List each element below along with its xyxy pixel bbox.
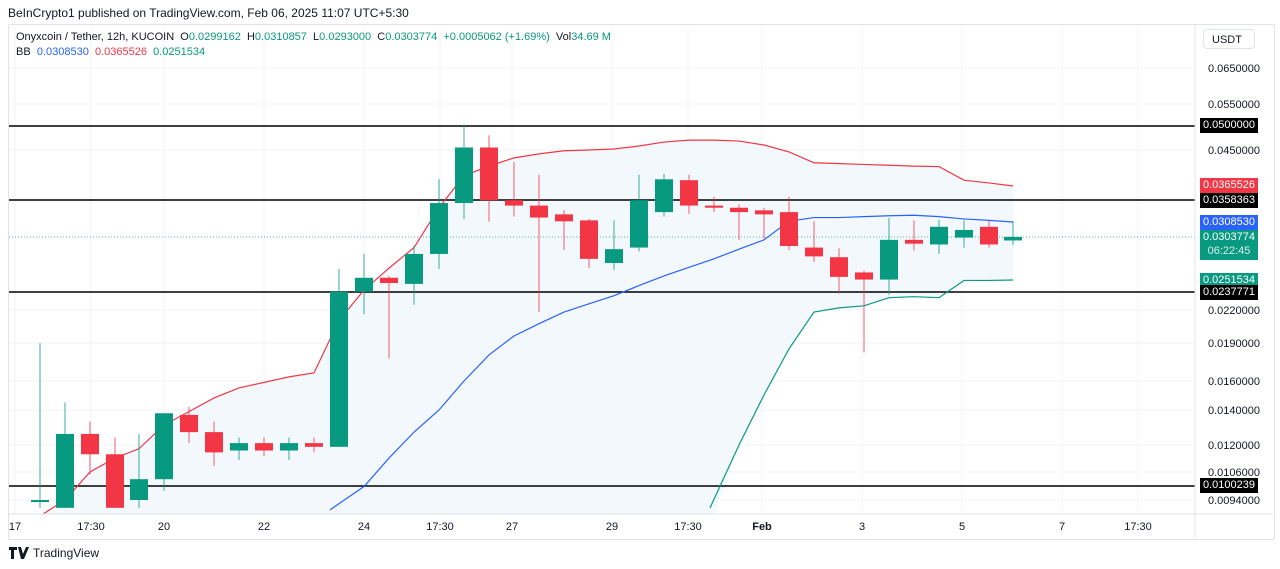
candle — [555, 214, 573, 222]
svg-text:0.0190000: 0.0190000 — [1208, 338, 1260, 350]
svg-text:0.0550000: 0.0550000 — [1208, 99, 1260, 111]
svg-text:0.0094000: 0.0094000 — [1208, 495, 1260, 507]
price-label-top-line: 0.0500000 — [1200, 118, 1258, 133]
svg-text:3: 3 — [859, 521, 865, 533]
candle — [730, 207, 748, 213]
candle — [205, 432, 223, 453]
bar-countdown: 06:22:45 — [1207, 245, 1251, 257]
candle — [380, 277, 398, 284]
candle — [130, 479, 148, 500]
svg-text:24: 24 — [358, 521, 370, 533]
candle — [330, 291, 348, 447]
candle — [280, 443, 298, 451]
candle — [580, 220, 598, 259]
candle — [255, 443, 273, 451]
price-label-bb-lower: 0.0251534 — [1200, 273, 1258, 288]
candle — [305, 443, 323, 447]
price-label-support: 0.0237771 — [1200, 285, 1258, 300]
svg-text:22: 22 — [258, 521, 270, 533]
symbol-name[interactable]: Onyxcoin / Tether, 12h, KUCOIN — [16, 31, 175, 43]
bb-lower-value: 0.0251534 — [153, 46, 206, 58]
high-value: 0.0310857 — [254, 31, 307, 43]
candle — [630, 200, 648, 248]
candle — [705, 205, 723, 208]
bb-basis-value: 0.0308530 — [36, 46, 89, 58]
candle — [505, 200, 523, 206]
candle — [1004, 236, 1022, 241]
svg-text:17:30: 17:30 — [674, 521, 702, 533]
svg-text:20: 20 — [158, 521, 170, 533]
candle — [355, 277, 373, 292]
candle — [230, 443, 248, 451]
svg-text:0.0160000: 0.0160000 — [1208, 376, 1260, 388]
candle — [930, 226, 948, 245]
price-label-last: 0.0303774 06:22:45 — [1200, 230, 1258, 260]
plot-area — [9, 26, 1195, 514]
svg-text:Feb: Feb — [752, 521, 772, 533]
svg-text:5: 5 — [959, 521, 965, 533]
svg-text:17:30: 17:30 — [77, 521, 105, 533]
candle — [680, 180, 698, 206]
price-label-bb-upper: 0.0365526 — [1200, 178, 1258, 193]
svg-text:0.0140000: 0.0140000 — [1208, 405, 1260, 417]
candle — [605, 249, 623, 264]
candle — [530, 205, 548, 218]
candle — [905, 239, 923, 244]
candle — [81, 433, 99, 455]
candle — [56, 433, 74, 508]
candle — [455, 147, 473, 204]
change-value: +0.0005062 (+1.69%) — [443, 31, 550, 43]
svg-text:0.0650000: 0.0650000 — [1208, 63, 1260, 75]
candle — [480, 147, 498, 201]
svg-text:29: 29 — [606, 521, 618, 533]
price-label-bottom-line: 0.0100239 — [1200, 478, 1258, 493]
publisher-caption: BeInCrypto1 published on TradingView.com… — [8, 6, 409, 20]
candle — [655, 179, 673, 213]
symbol-legend: Onyxcoin / Tether, 12h, KUCOIN O0.029916… — [16, 31, 611, 43]
svg-text:7: 7 — [1059, 521, 1065, 533]
candle — [155, 413, 173, 480]
price-label-resistance: 0.0358363 — [1200, 193, 1258, 208]
candle — [780, 212, 798, 247]
currency-selector[interactable]: USDT — [1203, 29, 1255, 49]
chart-frame — [8, 24, 1275, 540]
candle — [830, 257, 848, 277]
svg-text:17: 17 — [9, 521, 21, 533]
svg-text:0.0120000: 0.0120000 — [1208, 440, 1260, 452]
tradingview-footer: TradingView — [9, 546, 99, 560]
low-value: 0.0293000 — [319, 31, 372, 43]
svg-text:0.0106000: 0.0106000 — [1208, 467, 1260, 479]
candle — [180, 414, 198, 433]
candle — [805, 247, 823, 257]
candle — [405, 253, 423, 284]
svg-text:27: 27 — [506, 521, 518, 533]
tradingview-logo-icon — [9, 547, 29, 559]
candle — [955, 229, 973, 238]
candle — [31, 500, 49, 502]
price-label-bb-basis: 0.0308530 — [1200, 215, 1258, 230]
candle — [430, 203, 448, 254]
open-value: 0.0299162 — [188, 31, 241, 43]
close-value: 0.0303774 — [385, 31, 438, 43]
svg-text:0.0220000: 0.0220000 — [1208, 305, 1260, 317]
bb-legend[interactable]: BB 0.0308530 0.0365526 0.0251534 — [16, 46, 206, 58]
candle — [880, 239, 898, 280]
candle — [755, 210, 773, 215]
volume-value: 34.69 M — [571, 31, 611, 43]
svg-text:17:30: 17:30 — [426, 521, 454, 533]
bb-upper-value: 0.0365526 — [94, 46, 147, 58]
candle — [855, 272, 873, 280]
candle — [106, 454, 124, 508]
svg-text:17:30: 17:30 — [1124, 521, 1152, 533]
candle — [980, 226, 998, 245]
svg-text:0.0450000: 0.0450000 — [1208, 145, 1260, 157]
